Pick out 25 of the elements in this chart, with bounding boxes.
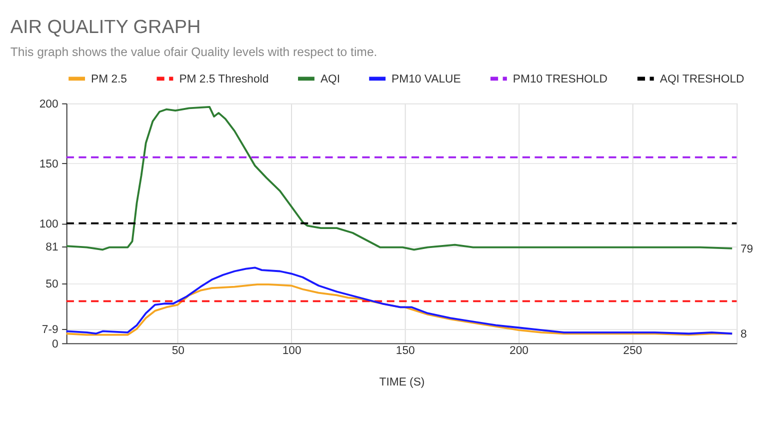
annotation: 8 [740, 328, 747, 340]
legend-label: PM 2.5 Threshold [179, 73, 269, 86]
y-tick-label: 50 [46, 278, 58, 291]
legend-label: AQI [320, 73, 340, 86]
chart-subtitle: This graph shows the value ofair Quality levels with respect to time. [10, 44, 378, 59]
line-series [65, 266, 734, 335]
line-series [65, 106, 734, 251]
legend-label: PM10 VALUE [392, 73, 462, 86]
x-tick-label: 150 [396, 345, 415, 358]
x-tick-label: 200 [510, 345, 528, 358]
x-tick-label: 50 [172, 345, 184, 358]
y-tick-label: 100 [39, 218, 58, 231]
x-tick-label: 100 [282, 345, 302, 358]
y-tick-label: 200 [39, 98, 58, 111]
y-tick-label: 7-9 [42, 324, 58, 336]
y-tick-label: 150 [39, 158, 58, 171]
x-tick-label: 250 [623, 345, 642, 358]
legend-label: PM 2.5 [91, 73, 128, 86]
x-axis-title: TIME (S) [379, 376, 425, 388]
chart-title: AIR QUALITY GRAPH [10, 17, 201, 38]
legend-label: AQI TRESHOLD [660, 73, 744, 86]
annotation: 79 [740, 243, 754, 256]
legend-label: PM10 TRESHOLD [512, 73, 608, 86]
y-tick-label: 0 [52, 338, 58, 350]
y-tick-label: 81 [46, 241, 58, 254]
